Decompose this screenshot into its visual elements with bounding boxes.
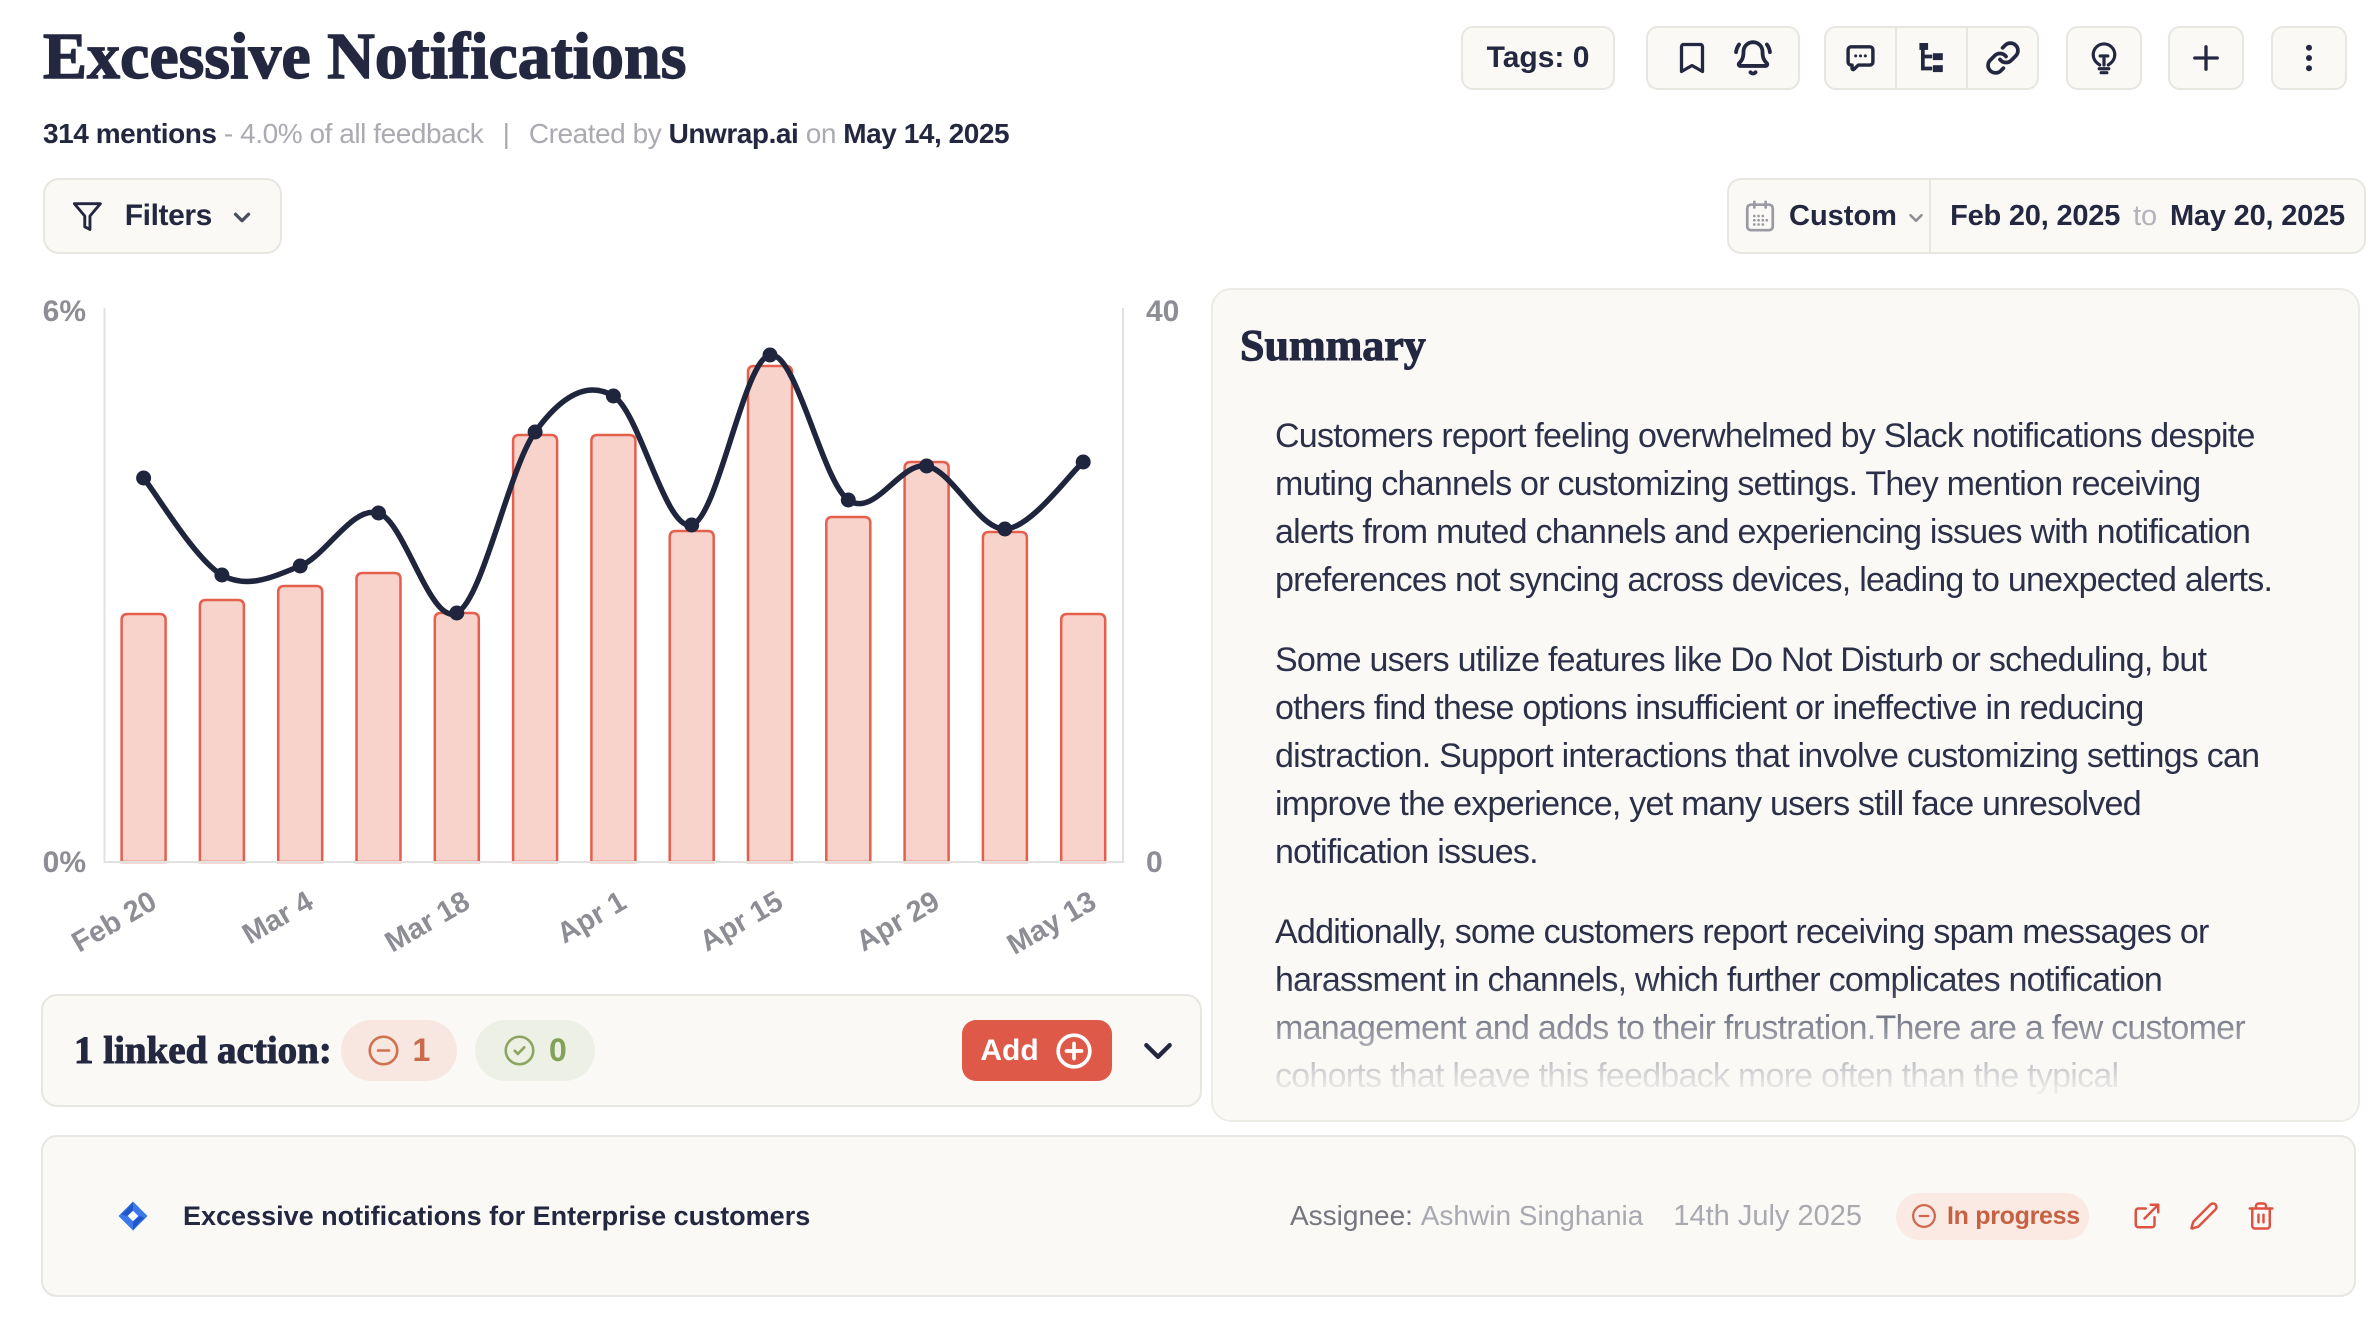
svg-text:6%: 6% xyxy=(43,295,86,328)
svg-text:Apr 1: Apr 1 xyxy=(552,885,632,950)
svg-text:0: 0 xyxy=(1146,846,1163,879)
svg-text:May 13: May 13 xyxy=(1002,885,1102,961)
svg-text:Mar 4: Mar 4 xyxy=(237,885,319,951)
svg-text:Mar 18: Mar 18 xyxy=(380,885,476,959)
svg-text:Feb 20: Feb 20 xyxy=(67,885,163,959)
svg-text:Apr 15: Apr 15 xyxy=(694,885,788,958)
svg-text:40: 40 xyxy=(1146,295,1179,328)
svg-text:Apr 29: Apr 29 xyxy=(851,885,945,958)
svg-text:0%: 0% xyxy=(43,846,86,879)
